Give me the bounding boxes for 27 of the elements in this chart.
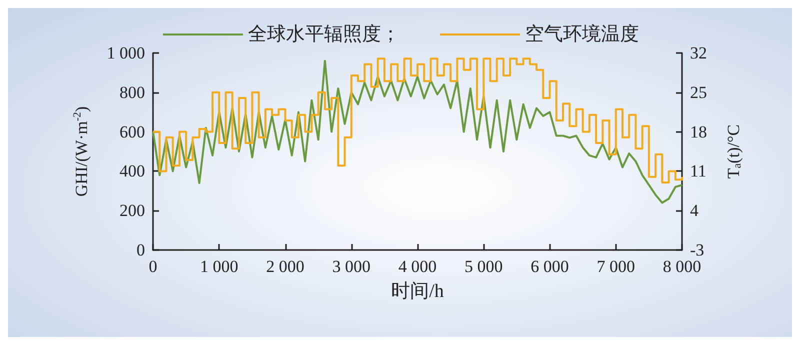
- x-tick-label: 1 000: [200, 257, 238, 276]
- y-tick-label: 600: [120, 122, 145, 142]
- x-axis-title: 时间/h: [391, 281, 444, 302]
- y-axis-title: GHI/(W·m-2): [72, 106, 91, 197]
- legend-label: 空气环境温度: [525, 23, 639, 45]
- x-tick-label: 6 000: [530, 257, 569, 276]
- legend-label: 全球水平辐照度；: [248, 23, 400, 45]
- y2-tick-label: 32: [690, 44, 707, 62]
- y-tick-label: 800: [120, 82, 145, 102]
- y2-tick-label: 11: [690, 162, 706, 181]
- x-tick-label: 8 000: [662, 257, 702, 276]
- y2-tick-label: 18: [690, 122, 707, 142]
- x-tick-label: 2 000: [266, 257, 304, 276]
- y-tick-label: 400: [120, 162, 145, 181]
- x-tick-label: 5 000: [464, 257, 503, 276]
- y-tick-label: 0: [136, 240, 145, 260]
- y-tick-label: 1 000: [106, 44, 145, 62]
- x-tick-label: 3 000: [332, 257, 370, 276]
- x-tick-label: 4 000: [398, 257, 437, 276]
- y2-tick-label: -3: [690, 240, 704, 260]
- y-tick-label: 200: [120, 201, 145, 220]
- y2-tick-label: 25: [690, 82, 707, 102]
- y2-axis-title: Ta(t)/°C: [724, 124, 744, 179]
- y2-tick-label: 4: [690, 201, 699, 220]
- x-tick-label: 0: [148, 257, 158, 276]
- x-tick-label: 7 000: [596, 257, 635, 276]
- line-series: [152, 60, 683, 204]
